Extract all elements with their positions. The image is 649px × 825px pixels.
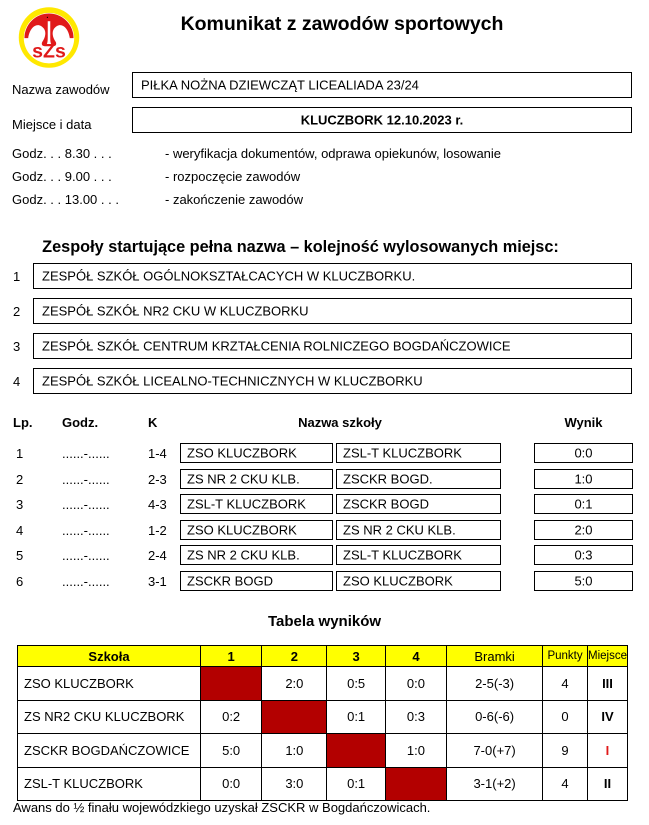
- svg-text:sZs: sZs: [32, 41, 66, 63]
